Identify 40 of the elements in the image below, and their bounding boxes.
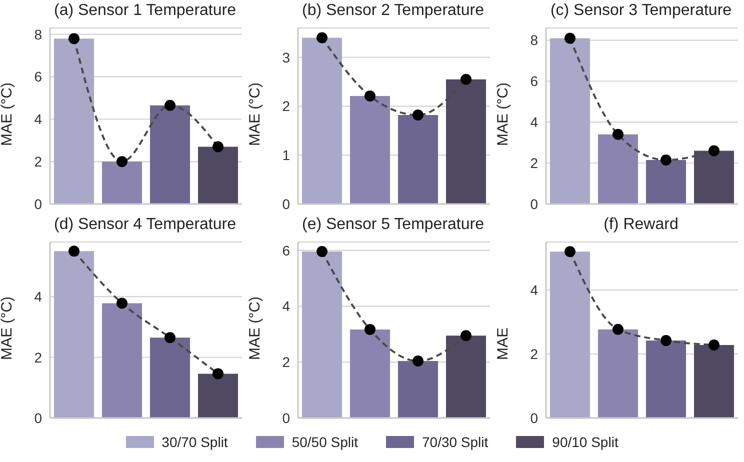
y-tick-label: 1	[282, 147, 290, 164]
y-tick-label: 2	[34, 154, 42, 170]
y-axis-title: MAE (°C)	[246, 82, 264, 146]
y-tick-label: 0	[530, 196, 538, 212]
y-tick-label: 0	[282, 196, 290, 212]
legend-label: 50/50 Split	[292, 434, 358, 450]
y-tick-label: 2	[530, 155, 538, 172]
y-tick-label: 3	[282, 49, 290, 66]
chart-title: (c) Sensor 3 Temperature	[549, 2, 733, 20]
y-tick-label: 0	[34, 196, 42, 212]
y-tick-label: 6	[530, 73, 538, 90]
y-tick-label: 2	[530, 346, 538, 362]
legend-label: 70/30 Split	[422, 434, 488, 450]
y-axis-title: MAE (°C)	[0, 82, 16, 146]
chart-title: (d) Sensor 4 Temperature	[52, 216, 237, 234]
y-tick-label: 6	[34, 68, 42, 85]
y-tick-label: 8	[34, 26, 42, 42]
y-tick-label: 4	[34, 288, 42, 305]
y-tick-label: 0	[530, 410, 538, 426]
y-axis-title: MAE (°C)	[494, 82, 512, 146]
legend-label: 30/70 Split	[162, 434, 228, 450]
y-tick-label: 4	[530, 282, 538, 298]
y-tick-label: 8	[530, 32, 538, 48]
y-tick-label: 2	[34, 349, 42, 366]
y-tick-label: 0	[282, 410, 290, 426]
y-tick-label: 4	[282, 298, 290, 314]
y-tick-label: 2	[282, 354, 290, 370]
legend-label: 90/10 Split	[552, 434, 618, 450]
chart-title: (f) Reward	[602, 216, 680, 234]
y-tick-label: 4	[530, 114, 538, 130]
y-axis-title: MAE	[494, 327, 512, 360]
chart-title: (a) Sensor 1 Temperature	[52, 2, 237, 20]
y-tick-label: 2	[282, 98, 290, 114]
y-tick-label: 6	[282, 242, 290, 258]
chart-title: (e) Sensor 5 Temperature	[300, 216, 485, 234]
y-tick-label: 4	[34, 111, 42, 128]
y-axis-title: MAE (°C)	[0, 296, 16, 360]
chart-title: (b) Sensor 2 Temperature	[300, 2, 485, 20]
y-axis-title: MAE (°C)	[246, 296, 264, 360]
y-tick-label: 0	[34, 410, 42, 426]
